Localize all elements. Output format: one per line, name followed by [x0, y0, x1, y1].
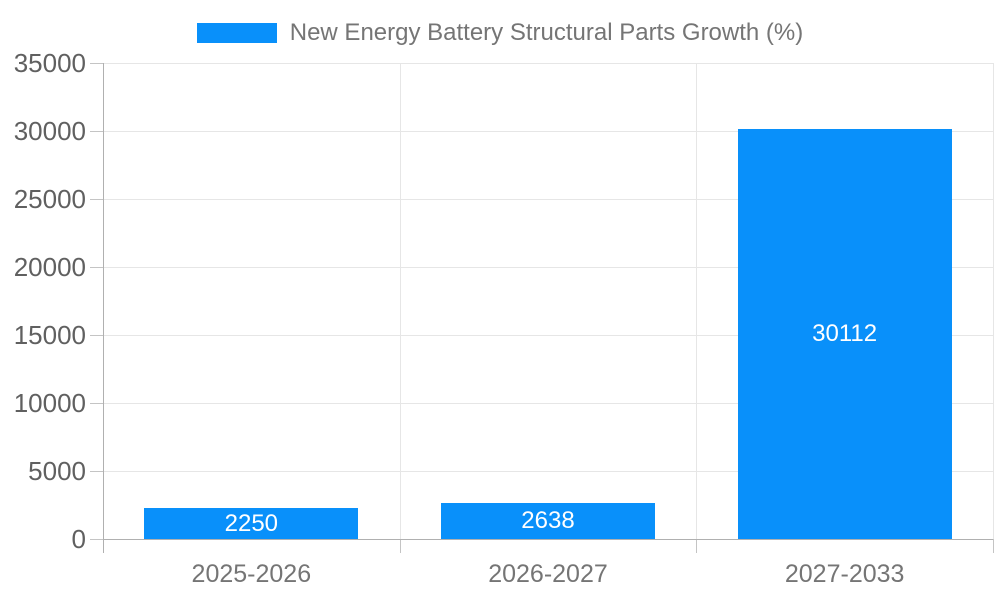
y-axis-tick-label: 20000 [13, 252, 86, 282]
y-axis-tick [90, 403, 103, 404]
legend-swatch [196, 23, 277, 43]
y-gridline [103, 403, 993, 404]
legend[interactable]: New Energy Battery Structural Parts Grow… [0, 19, 1000, 47]
legend-label: New Energy Battery Structural Parts Grow… [289, 19, 804, 46]
y-gridline [103, 63, 993, 64]
y-gridline [103, 471, 993, 472]
x-gridline [399, 63, 401, 539]
y-axis-tick-label: 25000 [13, 184, 86, 214]
y-axis-tick [90, 335, 103, 336]
y-axis-tick-label: 35000 [13, 48, 86, 78]
plot-area: 2250 2638 30112 [90, 63, 994, 553]
y-axis-tick-label: 0 [71, 524, 86, 554]
x-axis-tick [993, 539, 994, 553]
x-gridline [696, 63, 698, 539]
bar[interactable]: 2250 [144, 508, 359, 539]
y-gridline [103, 267, 993, 268]
bar-value-label: 30112 [812, 320, 878, 348]
y-axis-tick-label: 30000 [13, 116, 86, 146]
y-axis-tick-label: 5000 [28, 456, 86, 486]
y-gridline [103, 335, 993, 336]
x-axis-category-label: 2027-2033 [784, 560, 905, 588]
x-axis-category-label: 2026-2027 [488, 560, 608, 588]
x-axis-category-label: 2025-2026 [191, 560, 312, 588]
x-axis-tick [399, 539, 401, 553]
bar[interactable]: 30112 [737, 129, 952, 539]
y-axis-tick [90, 199, 103, 200]
bar[interactable]: 2638 [441, 503, 655, 539]
y-gridline [103, 199, 993, 200]
y-axis-tick-label: 15000 [13, 320, 86, 350]
x-axis-line [103, 539, 993, 540]
y-axis-tick [90, 63, 103, 64]
y-axis-tick-label: 10000 [13, 388, 86, 418]
y-axis-tick [90, 131, 103, 132]
y-gridline [103, 131, 993, 132]
y-axis-tick [90, 539, 103, 540]
x-gridline [993, 63, 994, 539]
y-axis-tick [90, 267, 103, 268]
x-axis-tick [696, 539, 698, 553]
bar-value-label: 2250 [224, 509, 279, 537]
bar-value-label: 2638 [521, 507, 575, 535]
y-axis-line [103, 63, 104, 553]
y-axis-tick [90, 471, 103, 472]
